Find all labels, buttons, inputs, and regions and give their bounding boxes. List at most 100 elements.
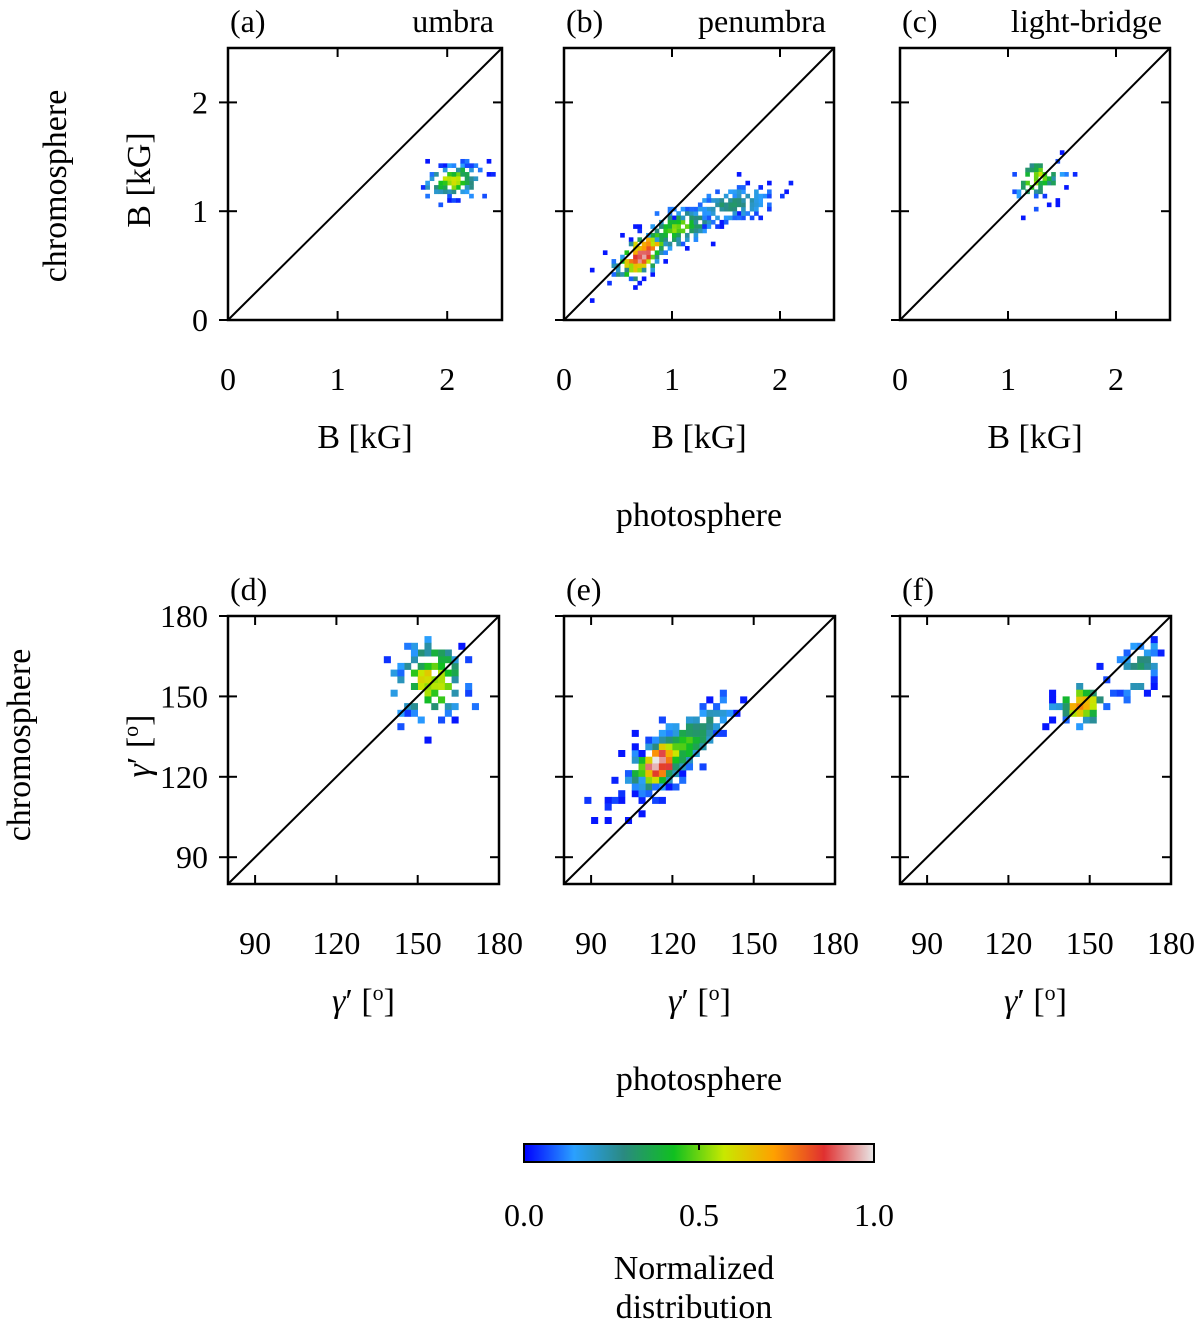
heatmap-cell [633, 259, 638, 264]
plot-frame [562, 46, 836, 322]
chromosphere-label-top: chromosphere [37, 90, 74, 283]
heatmap-cell [390, 669, 398, 677]
heatmap-cell [706, 198, 712, 203]
heatmap-cell [672, 237, 677, 242]
heatmap-cell [658, 716, 666, 724]
heatmap-cell [417, 716, 425, 724]
heatmap-cell [424, 642, 432, 650]
x-tick-label: 180 [475, 925, 523, 961]
heatmap-cell [654, 228, 660, 234]
colorbar: 0.0 0.5 1.0 Normalized distribution [504, 1143, 894, 1325]
identity-line [899, 47, 1171, 321]
heatmap-cell [672, 729, 680, 737]
heatmap-cell [645, 790, 653, 798]
heatmap-cell [638, 756, 646, 764]
heatmap-cell [1025, 180, 1030, 186]
heatmap-cell [723, 193, 729, 199]
heatmap-cell [469, 167, 474, 173]
heatmap-cell [780, 193, 785, 199]
heatmap-cell [442, 185, 448, 190]
panel-a-umbra: 0 1 2 0 1 2 (a) umbra B [kG] B [kG] [121, 3, 504, 456]
heatmap-cell [693, 232, 699, 238]
heatmap-cell [410, 656, 418, 664]
heatmap-cell [410, 703, 418, 711]
heatmap-cell [460, 158, 466, 164]
heatmap-cell [615, 272, 621, 277]
heatmap-cell [710, 206, 716, 212]
heatmap-cell [425, 158, 430, 164]
y-tick-label: 90 [176, 839, 208, 875]
heatmap-cell [1049, 696, 1057, 704]
heatmap-cell [685, 729, 694, 737]
heatmap-cell [659, 246, 664, 251]
heatmap-cell [451, 703, 459, 711]
heatmap-cell [1042, 723, 1050, 731]
heatmap-cell [1055, 202, 1061, 208]
heatmap-cell [447, 172, 452, 177]
heatmap-cell [685, 736, 694, 744]
heatmap-cell [645, 770, 653, 778]
identity-line [227, 615, 500, 885]
heatmap-cell [451, 189, 457, 195]
heatmap-cell [444, 669, 452, 677]
heatmap-cell [1143, 656, 1151, 664]
heatmap-cell [736, 215, 742, 221]
heatmap-cell [754, 198, 759, 203]
heatmap-cell [631, 756, 639, 764]
heatmap-cell [1029, 167, 1035, 173]
heatmap-cell [1103, 703, 1111, 711]
heatmap-cell [650, 263, 656, 269]
heatmap-cell [659, 232, 664, 238]
heatmap-cell [1020, 180, 1026, 186]
heatmap-cell [1082, 716, 1090, 724]
heatmap-cell [1096, 696, 1104, 704]
heatmap-cell [410, 683, 418, 690]
heatmap-cell [726, 709, 734, 717]
heatmap-cell [451, 176, 457, 182]
heatmap-cell [641, 241, 647, 247]
heatmap-cell [1110, 689, 1118, 697]
heatmap-cell [749, 198, 755, 203]
y-tick-label: 150 [160, 678, 208, 714]
heatmap-cell [633, 285, 638, 290]
heatmap-cell [732, 198, 738, 203]
x-axis-label: γ′ [o] [668, 980, 731, 1020]
heatmap-cell [442, 167, 448, 173]
heatmap-cell [663, 259, 668, 264]
heatmap-cell [420, 185, 426, 190]
heatmap-cell [1150, 636, 1158, 644]
heatmap-cell [631, 729, 639, 737]
heatmap-cell [417, 683, 425, 690]
x-axis-label: γ′ [o] [332, 980, 395, 1020]
heatmap-cell [1059, 172, 1065, 177]
heatmap-cell [442, 180, 448, 186]
heatmap-cell [762, 193, 768, 199]
heatmap-cell [788, 180, 794, 186]
heatmap-cell [728, 206, 733, 212]
heatmap-cell [1046, 180, 1052, 186]
heatmap-cell [659, 241, 664, 247]
heatmap-cell [1046, 176, 1052, 182]
heatmap-cell [758, 202, 764, 208]
panel-title: light-bridge [1011, 3, 1162, 39]
heatmap-cell [1089, 696, 1097, 704]
heatmap-cell [659, 224, 664, 229]
heatmap-cell [672, 743, 680, 751]
heatmap-cell [444, 656, 452, 664]
heatmap-cell [689, 228, 694, 234]
heatmap-cell [628, 241, 634, 247]
heatmap-cell [637, 267, 643, 273]
heatmap-cell [645, 763, 653, 771]
heatmap-cell [1051, 180, 1056, 186]
heatmap-cell [685, 716, 694, 724]
heatmap-cell [645, 783, 653, 791]
heatmap-cell [672, 219, 677, 225]
heatmap-cell [390, 689, 398, 697]
heatmap-cell [710, 198, 716, 203]
heatmap-cell [715, 215, 720, 221]
heatmap-cell [611, 796, 619, 804]
heatmap-cell [672, 750, 680, 757]
heatmap-cell [451, 163, 457, 168]
heatmap-cell [1064, 172, 1069, 177]
heatmap-cell [719, 224, 725, 229]
